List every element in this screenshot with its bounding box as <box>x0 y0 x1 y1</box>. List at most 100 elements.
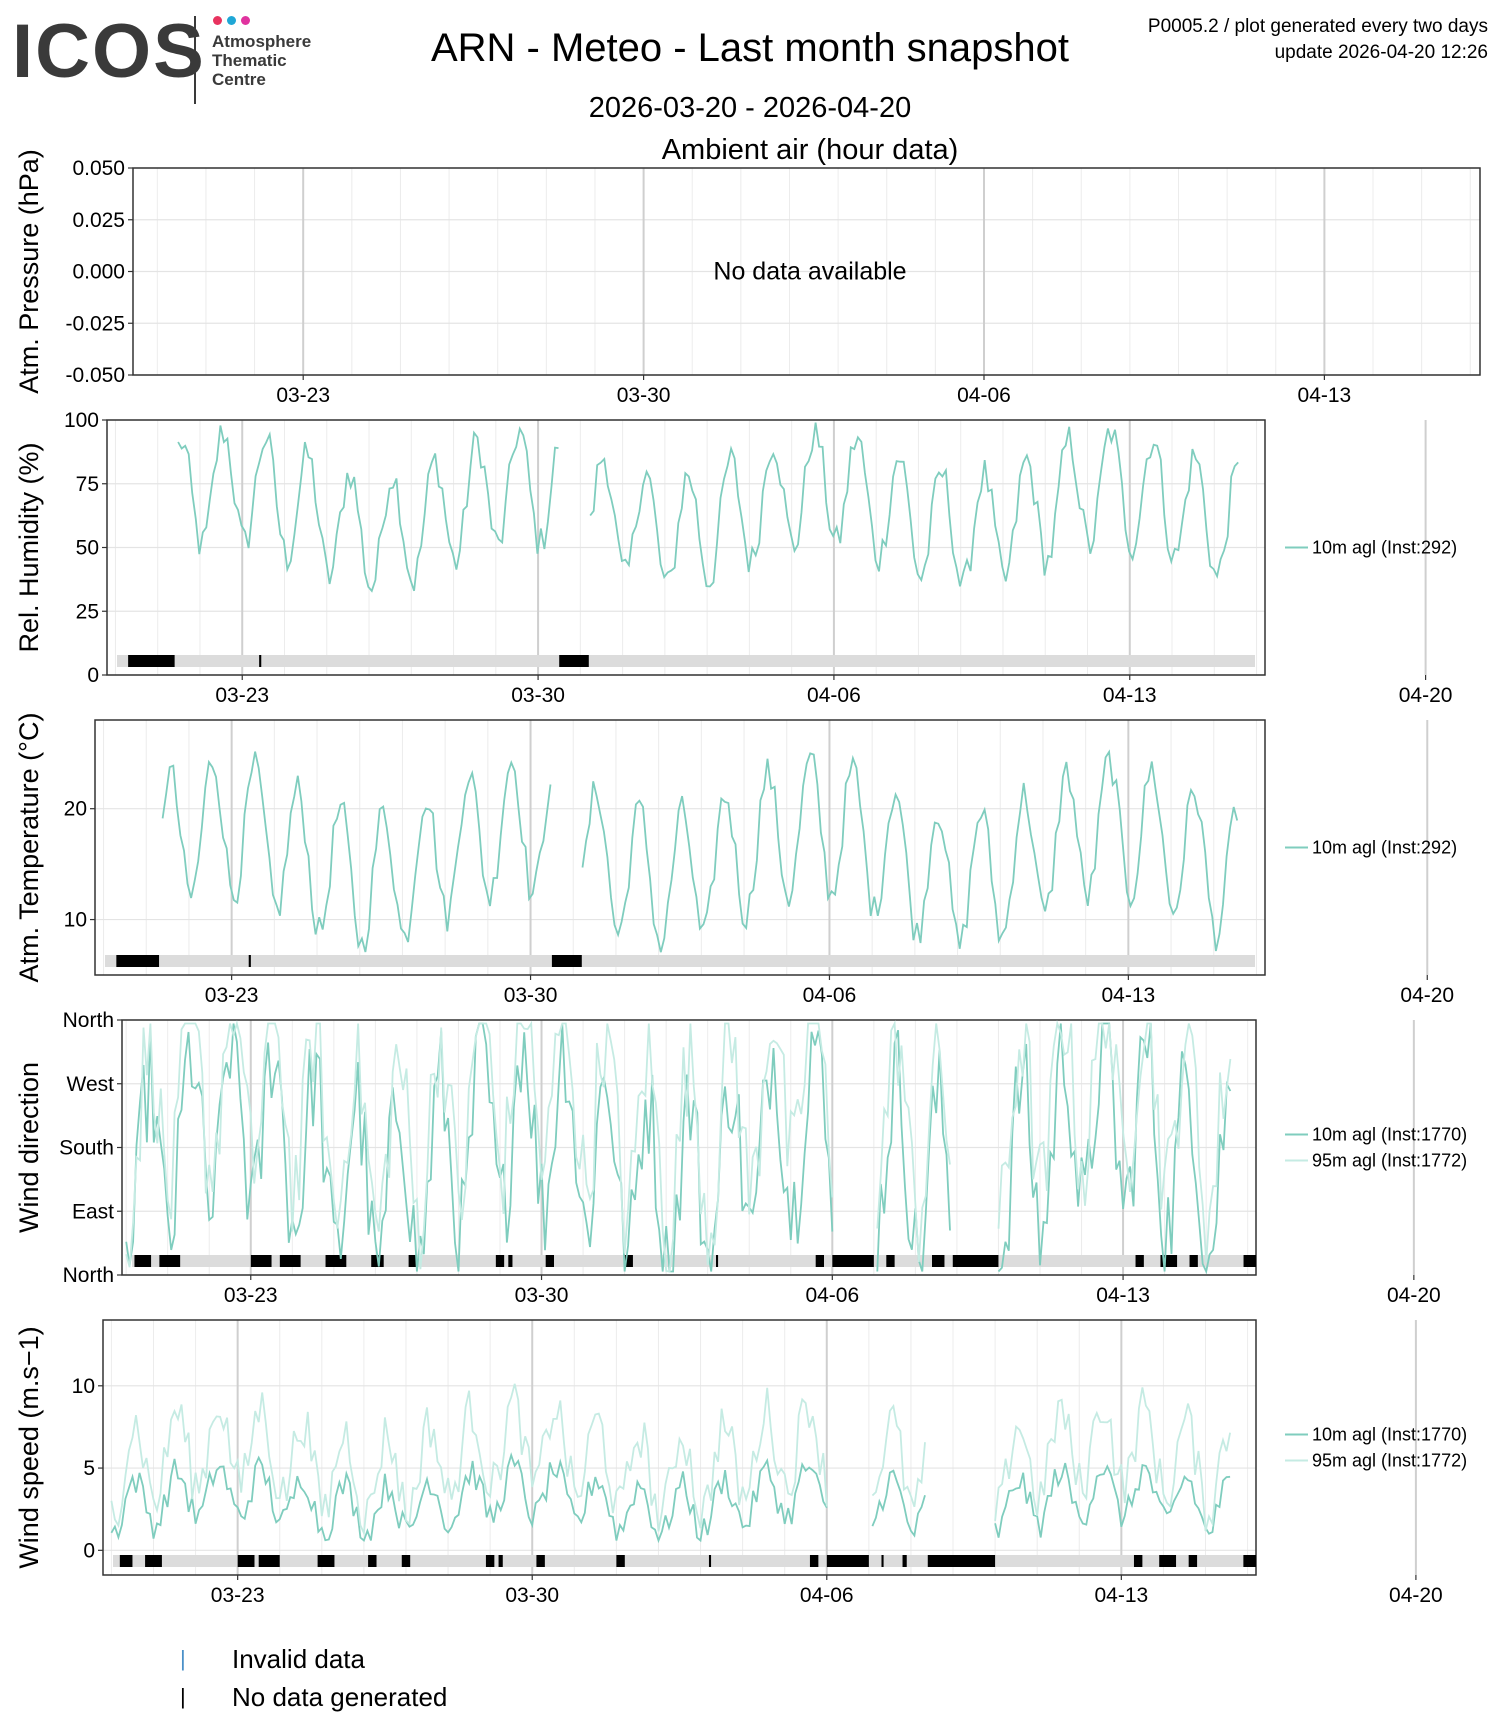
no-data-block <box>159 1255 181 1267</box>
no-data-block <box>1243 1255 1256 1267</box>
no-data-block <box>128 655 175 667</box>
legend-label: 95m agl (Inst:1772) <box>1312 1451 1467 1471</box>
x-tick-label: 04-13 <box>1101 984 1155 1007</box>
no-data-block <box>832 1255 874 1267</box>
no-data-block <box>119 1555 133 1567</box>
no-data-marker: | <box>180 1684 186 1709</box>
x-tick-label: 04-20 <box>1399 684 1453 707</box>
panel-title: Ambient air (hour data) <box>662 134 959 166</box>
update-time: update 2026-04-20 12:26 <box>1274 42 1488 63</box>
no-data-block <box>116 955 160 967</box>
no-data-block <box>408 1255 417 1267</box>
x-tick-label: 04-13 <box>1094 1584 1148 1607</box>
no-data-block <box>616 1555 625 1567</box>
y-tick-label: 5 <box>83 1457 95 1480</box>
no-data-block <box>1135 1255 1144 1267</box>
no-data-block <box>536 1555 545 1567</box>
no-data-block <box>259 655 262 667</box>
y-tick-label: 25 <box>76 600 99 623</box>
no-data-block <box>708 1555 712 1567</box>
y-tick-label: 10 <box>72 1375 95 1398</box>
y-tick-label: 0.025 <box>72 209 125 232</box>
no-data-block <box>237 1555 255 1567</box>
no-data-text: No data available <box>713 258 906 286</box>
logo-subtitle: Atmosphere Thematic Centre <box>212 32 312 89</box>
no-data-label: No data generated <box>232 1681 448 1712</box>
x-tick-label: 03-23 <box>276 384 330 407</box>
no-data-block <box>258 1555 280 1567</box>
legend-label: 10m agl (Inst:1770) <box>1312 1425 1467 1445</box>
no-data-block <box>809 1555 819 1567</box>
page-title: ARN - Meteo - Last month snapshot <box>430 26 1070 70</box>
series-line <box>161 749 1239 953</box>
no-data-block <box>1159 1555 1177 1567</box>
no-data-block <box>815 1255 824 1267</box>
no-data-block <box>624 1255 633 1267</box>
legend-label: 10m agl (Inst:1770) <box>1312 1125 1467 1145</box>
x-tick-label: 03-23 <box>215 684 269 707</box>
chart-panel-4 <box>98 1319 1417 1580</box>
y-tick-label: 10 <box>64 909 87 932</box>
no-data-block <box>886 1255 895 1267</box>
availability-strip <box>117 655 1255 667</box>
invalid-data-label: Invalid data <box>232 1643 365 1674</box>
no-data-block <box>932 1255 945 1267</box>
no-data-block <box>279 1255 301 1267</box>
date-range: 2026-03-20 - 2026-04-20 <box>588 92 912 124</box>
no-data-block <box>145 1555 162 1567</box>
chart-panel-2 <box>90 719 1429 980</box>
y-tick-label: South <box>59 1137 114 1160</box>
y-tick-label: West <box>67 1073 115 1096</box>
series-line <box>177 422 1239 593</box>
no-data-block <box>317 1555 335 1567</box>
series-line <box>125 1019 1232 1273</box>
y-tick-label: 0.000 <box>72 261 125 284</box>
legend-label: 10m agl (Inst:292) <box>1312 538 1457 558</box>
y-axis-label: Wind direction <box>14 1062 44 1233</box>
y-tick-label: -0.025 <box>65 312 125 335</box>
plot-frame <box>94 719 1266 976</box>
x-tick-label: 04-13 <box>1103 684 1157 707</box>
logo-dot-magenta <box>241 16 250 25</box>
y-tick-label: 0 <box>87 664 99 687</box>
y-tick-label: 100 <box>64 409 99 432</box>
x-tick-label: 04-06 <box>957 384 1011 407</box>
charts-canvas: 0.050 0.025 0.000 -0.025 -0.050 03-23 03-30 04-… <box>14 134 1481 1607</box>
no-data-block <box>401 1555 411 1567</box>
x-tick-label: 03-30 <box>504 984 558 1007</box>
no-data-block <box>716 1255 719 1267</box>
logo-dot-pink <box>213 16 222 25</box>
availability-strip <box>113 1555 1246 1567</box>
no-data-block <box>1189 1255 1198 1267</box>
x-tick-label: 04-13 <box>1096 1284 1150 1307</box>
y-axis-label: Atm. Pressure (hPa) <box>14 149 44 394</box>
generation-info: P0005.2 / plot generated every two days … <box>1148 14 1488 66</box>
chart-panel-3 <box>117 1019 1415 1280</box>
y-tick-label: 0 <box>83 1539 95 1562</box>
logo-divider <box>194 16 196 104</box>
x-tick-label: 03-23 <box>224 1284 278 1307</box>
plot-frame <box>132 167 1481 376</box>
no-data-block <box>881 1555 884 1567</box>
no-data-block <box>927 1555 996 1567</box>
y-tick-label: North <box>63 1264 114 1287</box>
chart-panel-0 <box>128 167 1481 380</box>
no-data-block <box>902 1555 907 1567</box>
series-line <box>110 1383 1231 1537</box>
x-tick-label: 04-20 <box>1400 984 1454 1007</box>
no-data-block <box>250 1255 272 1267</box>
plot-frame <box>121 1019 1257 1276</box>
no-data-block <box>508 1255 513 1267</box>
no-data-block <box>495 1255 505 1267</box>
x-tick-label: 03-30 <box>511 684 565 707</box>
no-data-block <box>498 1555 503 1567</box>
legend-label: 10m agl (Inst:292) <box>1312 838 1457 858</box>
no-data-block <box>325 1255 347 1267</box>
plot-frame <box>106 419 1266 676</box>
x-tick-label: 04-20 <box>1389 1584 1443 1607</box>
no-data-block <box>134 1255 152 1267</box>
logo-dot-blue <box>227 16 236 25</box>
y-tick-label: -0.050 <box>65 364 125 387</box>
invalid-data-marker: | <box>180 1646 186 1671</box>
x-tick-label: 03-30 <box>515 1284 569 1307</box>
